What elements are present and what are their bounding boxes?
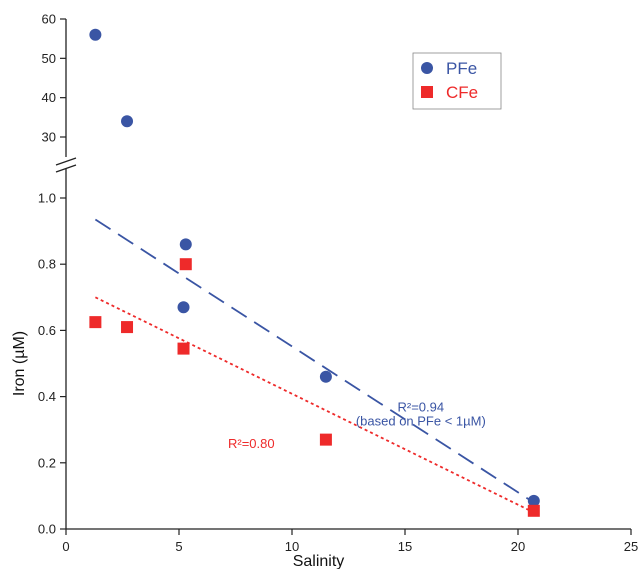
x-tick-label: 5	[175, 539, 182, 554]
legend-marker-cfe	[421, 86, 433, 98]
y-tick-label: 1.0	[38, 191, 56, 206]
x-tick-label: 10	[285, 539, 299, 554]
y-tick-label: 0.8	[38, 257, 56, 272]
point-cfe	[121, 321, 134, 334]
x-tick-label: 20	[511, 539, 525, 554]
y-tick-label: 40	[42, 90, 56, 105]
y-tick-label: 0.4	[38, 389, 56, 404]
point-cfe	[89, 316, 102, 329]
axis-break-mark	[55, 157, 77, 166]
fit-annotation: R²=0.94	[398, 399, 445, 414]
y-tick-label: 30	[42, 130, 56, 145]
y-tick-label: 0.6	[38, 323, 56, 338]
y-tick-label: 0.0	[38, 522, 56, 537]
point-pfe	[527, 494, 540, 507]
y-tick-label: 0.2	[38, 455, 56, 470]
x-axis-title: Salinity	[293, 553, 345, 569]
legend-marker-pfe	[421, 62, 433, 74]
x-tick-label: 0	[62, 539, 69, 554]
y-tick-label: 50	[42, 51, 56, 66]
x-tick-label: 15	[398, 539, 412, 554]
fit-annotation: R²=0.80	[228, 436, 275, 451]
point-cfe	[177, 342, 190, 355]
fit-line-cfe	[94, 296, 535, 514]
point-pfe	[121, 115, 134, 128]
y-tick-label: 60	[42, 12, 56, 27]
point-pfe	[89, 28, 102, 41]
axis-break-mark	[55, 164, 77, 173]
point-pfe	[177, 301, 190, 314]
axes: 0 5 10 15 20 25 0.0 0.2 0.4 0.6 0.8 1.0 30 40 50 60 Sali…	[11, 12, 638, 569]
point-cfe	[179, 258, 192, 271]
legend: PFe CFe	[412, 52, 502, 110]
point-cfe	[527, 504, 540, 517]
point-pfe	[179, 238, 192, 251]
annotations: R²=0.94(based on PFe < 1µM) R²=0.80	[228, 399, 486, 450]
data-points	[89, 28, 540, 517]
legend-label-pfe: PFe	[446, 59, 477, 78]
y-axis-title: Iron (µM)	[11, 331, 28, 396]
legend-label-cfe: CFe	[446, 83, 478, 102]
fit-annotation: (based on PFe < 1µM)	[356, 414, 486, 429]
x-tick-label: 25	[624, 539, 638, 554]
fit-line-pfe	[94, 218, 535, 504]
point-cfe	[319, 433, 332, 446]
point-pfe	[319, 370, 332, 383]
fit-lines	[94, 218, 535, 514]
